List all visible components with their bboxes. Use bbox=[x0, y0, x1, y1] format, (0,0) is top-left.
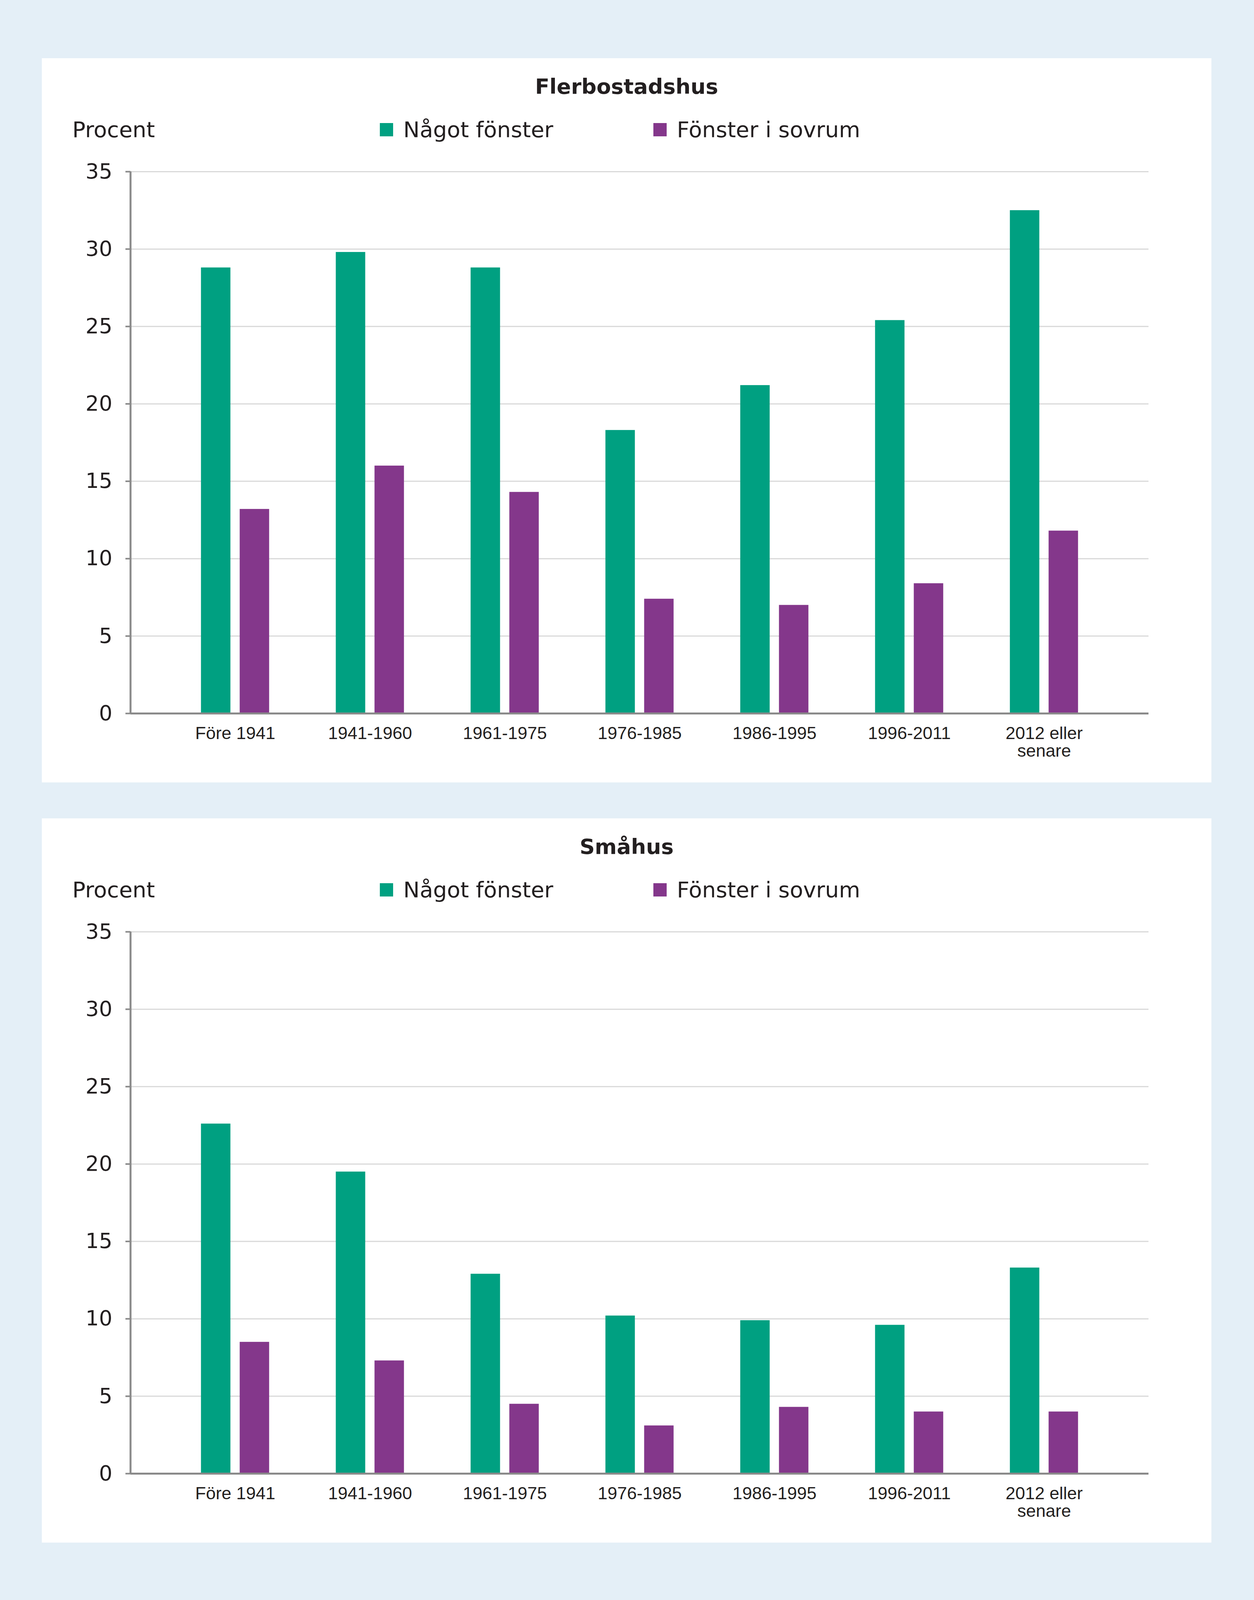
html-text:Procent: Procent bbox=[72, 116, 155, 143]
svg-text:35: 35 bbox=[85, 919, 113, 945]
svg-text:30: 30 bbox=[85, 996, 113, 1022]
html-text:Flerbostadshus: Flerbostadshus bbox=[535, 74, 719, 99]
svg-text:1941-1960: 1941-1960 bbox=[327, 723, 412, 744]
svg-text:5: 5 bbox=[98, 1384, 113, 1409]
svg-text:1961-1975: 1961-1975 bbox=[462, 723, 547, 744]
svg-text:1976-1985: 1976-1985 bbox=[597, 1483, 682, 1504]
svg-text:1986-1995: 1986-1995 bbox=[732, 723, 817, 744]
svg-text:30: 30 bbox=[85, 236, 113, 262]
svg-text:1976-1985: 1976-1985 bbox=[597, 723, 682, 744]
svg-text:20: 20 bbox=[85, 391, 113, 416]
html-text:Något fönster: Något fönster bbox=[403, 877, 554, 903]
svg-text:10: 10 bbox=[85, 1306, 113, 1331]
svg-text:15: 15 bbox=[85, 468, 113, 494]
html-text:Fönster i sovrum: Fönster i sovrum bbox=[676, 116, 861, 143]
svg-text:1961-1975: 1961-1975 bbox=[462, 1483, 547, 1504]
svg-text:0: 0 bbox=[98, 701, 113, 726]
svg-text:20: 20 bbox=[85, 1151, 113, 1177]
svg-text:2012 ellersenare: 2012 ellersenare bbox=[1005, 723, 1083, 761]
svg-text:1941-1960: 1941-1960 bbox=[327, 1483, 412, 1504]
svg-text:25: 25 bbox=[85, 1074, 113, 1099]
svg-text:5: 5 bbox=[98, 623, 113, 649]
svg-text:1996-2011: 1996-2011 bbox=[867, 723, 951, 744]
svg-text:1986-1995: 1986-1995 bbox=[732, 1483, 817, 1504]
svg-text:25: 25 bbox=[85, 313, 113, 339]
html-text:Något fönster: Något fönster bbox=[403, 116, 554, 143]
svg-text:Före 1941: Före 1941 bbox=[194, 723, 276, 744]
svg-text:1996-2011: 1996-2011 bbox=[867, 1483, 951, 1504]
svg-text:2012 ellersenare: 2012 ellersenare bbox=[1005, 1483, 1083, 1522]
svg-text:10: 10 bbox=[85, 545, 113, 571]
html-text:Fönster i sovrum: Fönster i sovrum bbox=[676, 877, 861, 903]
svg-text:0: 0 bbox=[98, 1461, 113, 1487]
svg-text:35: 35 bbox=[85, 159, 113, 184]
svg-text:15: 15 bbox=[85, 1228, 113, 1254]
html-text:Procent: Procent bbox=[72, 877, 155, 903]
html-text:Småhus: Småhus bbox=[579, 834, 674, 860]
svg-text:Före 1941: Före 1941 bbox=[194, 1483, 276, 1504]
